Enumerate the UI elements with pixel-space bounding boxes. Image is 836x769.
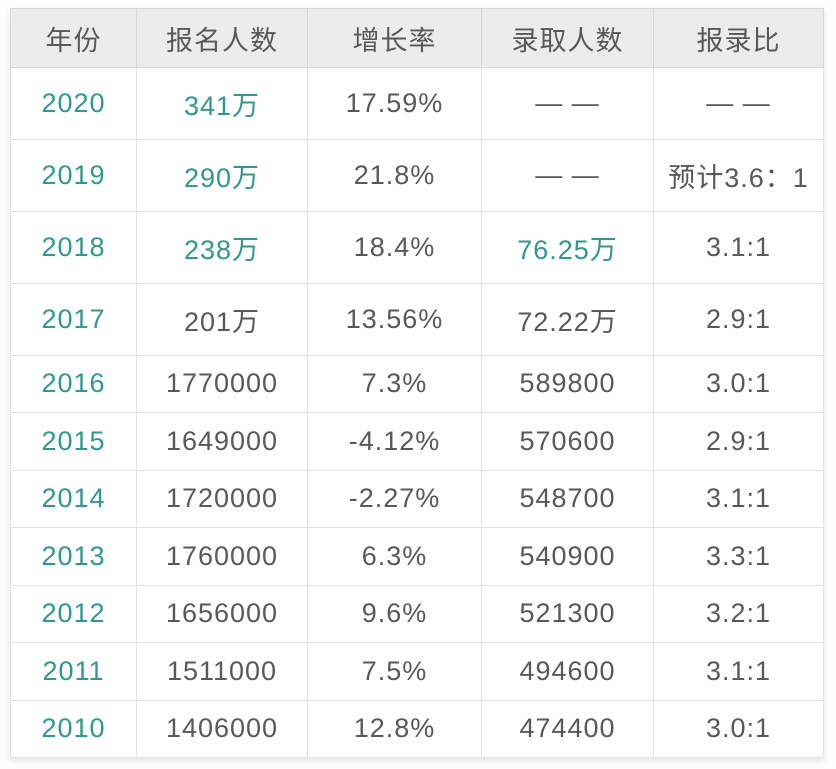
exam-stats-table: 年份 报名人数 增长率 录取人数 报录比 2020 341万 17.59% — — — …: [10, 8, 824, 758]
cell-admitted: 521300: [481, 584, 654, 643]
cell-year: 2018: [10, 210, 137, 284]
table-row: 2011 1511000 7.5% 494600 3.1:1: [10, 642, 824, 701]
cell-admitted: 494600: [481, 642, 654, 701]
cell-admitted: 72.22万: [481, 282, 654, 356]
cell-applicants: 1511000: [136, 642, 308, 701]
cell-admitted: 540900: [481, 527, 654, 586]
cell-admitted: 589800: [481, 354, 654, 413]
cell-applicants: 290万: [136, 138, 308, 212]
table-row: 2018 238万 18.4% 76.25万 3.1:1: [10, 210, 824, 284]
cell-ratio: 3.3:1: [653, 527, 824, 586]
header-row: 年份 报名人数 增长率 录取人数 报录比: [10, 8, 824, 68]
cell-admitted: 474400: [481, 699, 654, 758]
cell-ratio: 3.1:1: [653, 469, 824, 528]
table-body: 2020 341万 17.59% — — — —2019 290万 21.8% — — 预计3.…: [10, 67, 824, 758]
table-row: 2015 1649000 -4.12% 570600 2.9:1: [10, 412, 824, 471]
cell-growth-rate: 7.3%: [307, 354, 482, 413]
cell-growth-rate: 12.8%: [307, 699, 482, 758]
cell-growth-rate: 17.59%: [307, 67, 482, 140]
cell-admitted: 570600: [481, 412, 654, 471]
cell-ratio: 预计3.6：1: [653, 138, 824, 212]
cell-admitted: — —: [481, 138, 654, 212]
table-row: 2020 341万 17.59% — — — —: [10, 67, 824, 140]
table-row: 2016 1770000 7.3% 589800 3.0:1: [10, 354, 824, 413]
cell-applicants: 1656000: [136, 584, 308, 643]
cell-growth-rate: -4.12%: [307, 412, 482, 471]
cell-ratio: 2.9:1: [653, 412, 824, 471]
cell-ratio: 3.0:1: [653, 699, 824, 758]
cell-ratio: — —: [653, 67, 824, 140]
cell-year: 2013: [10, 527, 137, 586]
cell-year: 2015: [10, 412, 137, 471]
header-applicants: 报名人数: [136, 8, 308, 68]
cell-ratio: 2.9:1: [653, 282, 824, 356]
cell-growth-rate: 21.8%: [307, 138, 482, 212]
header-year: 年份: [10, 8, 137, 68]
cell-year: 2020: [10, 67, 137, 140]
cell-year: 2017: [10, 282, 137, 356]
cell-growth-rate: 13.56%: [307, 282, 482, 356]
cell-applicants: 1770000: [136, 354, 308, 413]
cell-applicants: 1406000: [136, 699, 308, 758]
cell-year: 2014: [10, 469, 137, 528]
table-row: 2019 290万 21.8% — — 预计3.6：1: [10, 138, 824, 212]
cell-year: 2012: [10, 584, 137, 643]
exam-stats-table-wrap: 年份 报名人数 增长率 录取人数 报录比 2020 341万 17.59% — — — …: [10, 8, 824, 758]
cell-growth-rate: 18.4%: [307, 210, 482, 284]
cell-ratio: 3.0:1: [653, 354, 824, 413]
header-ratio: 报录比: [653, 8, 824, 68]
table-row: 2012 1656000 9.6% 521300 3.2:1: [10, 584, 824, 643]
cell-year: 2016: [10, 354, 137, 413]
cell-admitted: — —: [481, 67, 654, 140]
cell-applicants: 1649000: [136, 412, 308, 471]
cell-growth-rate: -2.27%: [307, 469, 482, 528]
cell-growth-rate: 7.5%: [307, 642, 482, 701]
cell-ratio: 3.1:1: [653, 210, 824, 284]
cell-growth-rate: 9.6%: [307, 584, 482, 643]
header-admitted: 录取人数: [481, 8, 654, 68]
cell-applicants: 238万: [136, 210, 308, 284]
cell-year: 2011: [10, 642, 137, 701]
cell-admitted: 76.25万: [481, 210, 654, 284]
table-row: 2017 201万 13.56% 72.22万 2.9:1: [10, 282, 824, 356]
cell-admitted: 548700: [481, 469, 654, 528]
cell-growth-rate: 6.3%: [307, 527, 482, 586]
table-row: 2014 1720000 -2.27% 548700 3.1:1: [10, 469, 824, 528]
table-row: 2013 1760000 6.3% 540900 3.3:1: [10, 527, 824, 586]
cell-applicants: 341万: [136, 67, 308, 140]
table-row: 2010 1406000 12.8% 474400 3.0:1: [10, 699, 824, 758]
cell-ratio: 3.1:1: [653, 642, 824, 701]
cell-applicants: 1720000: [136, 469, 308, 528]
cell-year: 2019: [10, 138, 137, 212]
header-growth-rate: 增长率: [307, 8, 482, 68]
cell-ratio: 3.2:1: [653, 584, 824, 643]
cell-year: 2010: [10, 699, 137, 758]
cell-applicants: 1760000: [136, 527, 308, 586]
cell-applicants: 201万: [136, 282, 308, 356]
